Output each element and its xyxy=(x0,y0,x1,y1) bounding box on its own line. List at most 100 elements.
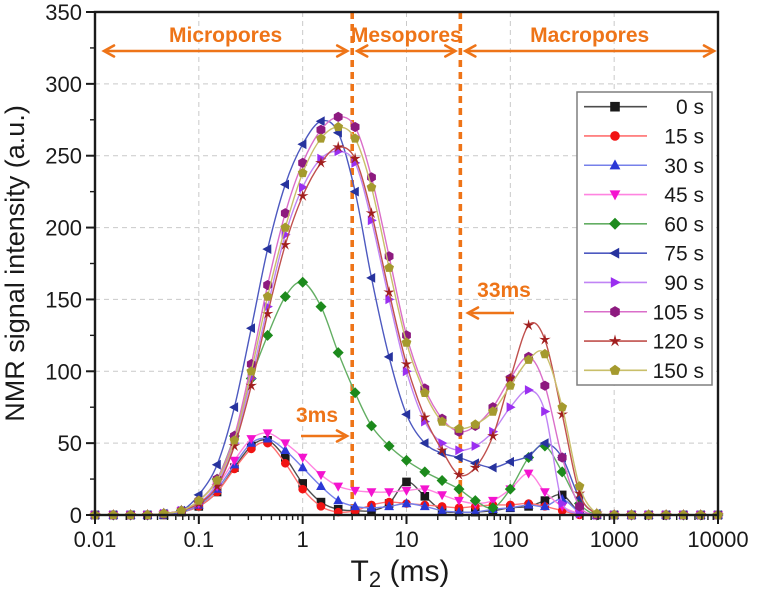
series-marker xyxy=(539,333,551,345)
y-tick-label: 300 xyxy=(45,72,82,97)
series-marker xyxy=(453,483,465,495)
series-marker xyxy=(574,481,585,491)
series-marker xyxy=(298,484,307,494)
series-marker xyxy=(211,459,221,470)
series-marker xyxy=(316,471,326,481)
series-marker xyxy=(176,505,187,515)
x-tick-label: 10 xyxy=(394,527,418,552)
series-marker xyxy=(541,406,551,417)
series-marker xyxy=(453,452,463,463)
legend-marker xyxy=(609,364,621,375)
series-marker xyxy=(540,488,550,498)
legend-marker xyxy=(610,277,621,288)
series-marker xyxy=(317,153,327,164)
series-marker xyxy=(299,182,308,193)
legend-item-105s: 105 s xyxy=(584,301,704,324)
series-marker xyxy=(401,486,412,496)
series-marker xyxy=(401,498,412,508)
series-marker xyxy=(280,445,291,454)
series-marker xyxy=(469,495,481,507)
series-marker xyxy=(280,179,289,190)
series-marker xyxy=(401,454,412,466)
legend-item-0s: 0 s xyxy=(584,96,704,119)
series-marker xyxy=(385,294,395,305)
series-marker xyxy=(297,139,307,150)
legend-label: 0 s xyxy=(676,96,704,119)
series-marker xyxy=(505,456,514,467)
arrowhead xyxy=(465,306,480,320)
series-marker xyxy=(505,380,516,390)
series-marker xyxy=(419,438,429,448)
cutoff-annotations: 3ms 33ms xyxy=(296,279,531,443)
series-marker xyxy=(575,501,584,512)
series-marker xyxy=(438,438,448,448)
arrowhead xyxy=(335,44,350,58)
series-marker xyxy=(401,337,412,347)
series-marker xyxy=(280,208,290,219)
series-marker xyxy=(488,406,498,416)
series-marker xyxy=(469,461,482,473)
series-marker xyxy=(384,262,394,272)
series-marker xyxy=(246,435,257,445)
series-marker xyxy=(557,452,567,463)
legend-label: 105 s xyxy=(653,301,704,324)
legend-label: 90 s xyxy=(664,272,704,295)
series-marker xyxy=(419,387,430,397)
series-marker xyxy=(573,487,586,499)
series-marker xyxy=(228,439,241,451)
series-marker xyxy=(279,291,291,303)
series-marker xyxy=(383,352,393,362)
arrowhead xyxy=(462,44,477,58)
series-marker xyxy=(333,495,344,505)
series-marker xyxy=(540,380,550,391)
arrowhead xyxy=(702,44,717,58)
series-marker xyxy=(470,506,481,516)
y-tick-label: 350 xyxy=(45,0,82,25)
series-marker xyxy=(280,222,291,232)
series-marker xyxy=(246,323,255,334)
series-marker xyxy=(229,402,239,413)
series-marker xyxy=(504,372,517,384)
series-marker xyxy=(366,182,377,192)
series-marker xyxy=(419,411,431,423)
series-marker xyxy=(297,453,308,463)
series-marker xyxy=(349,152,361,164)
legend-item-45s: 45 s xyxy=(584,184,704,207)
series-marker xyxy=(316,481,326,490)
legend-marker xyxy=(609,190,621,201)
legend-marker xyxy=(610,131,620,141)
series-marker xyxy=(454,496,464,506)
series-marker xyxy=(367,215,377,226)
series-marker xyxy=(262,291,273,301)
series-marker xyxy=(523,451,533,461)
series-marker xyxy=(262,429,273,439)
y-tick-label: 250 xyxy=(45,144,82,169)
legend-item-120s: 120 s xyxy=(584,331,704,354)
series-marker xyxy=(350,121,360,133)
series-marker xyxy=(401,409,411,420)
legend-label: 45 s xyxy=(664,184,704,207)
series-marker xyxy=(455,445,465,456)
series-marker xyxy=(280,458,290,468)
annotation-33ms-label: 33ms xyxy=(477,279,531,302)
arrowhead xyxy=(335,429,350,443)
series-marker xyxy=(366,273,376,283)
series-marker xyxy=(557,402,568,412)
x-tick-label: 0.1 xyxy=(184,527,215,552)
series-marker xyxy=(539,438,549,448)
series-marker xyxy=(487,429,499,441)
region-mesopores: Mesopores xyxy=(351,24,462,58)
series-marker xyxy=(384,488,394,498)
series-marker xyxy=(365,207,378,219)
series-marker xyxy=(261,307,274,319)
series-marker xyxy=(402,366,412,377)
legend-label: 120 s xyxy=(653,331,704,354)
x-tick-label: 0.01 xyxy=(74,527,117,552)
legend-box xyxy=(576,91,713,386)
series-marker xyxy=(453,468,465,480)
legend: 0 s 15 s 30 s 45 s 60 s 75 s 90 s 105 s 120 s 150… xyxy=(576,91,713,386)
series-marker xyxy=(522,319,535,331)
series-marker xyxy=(540,348,550,359)
